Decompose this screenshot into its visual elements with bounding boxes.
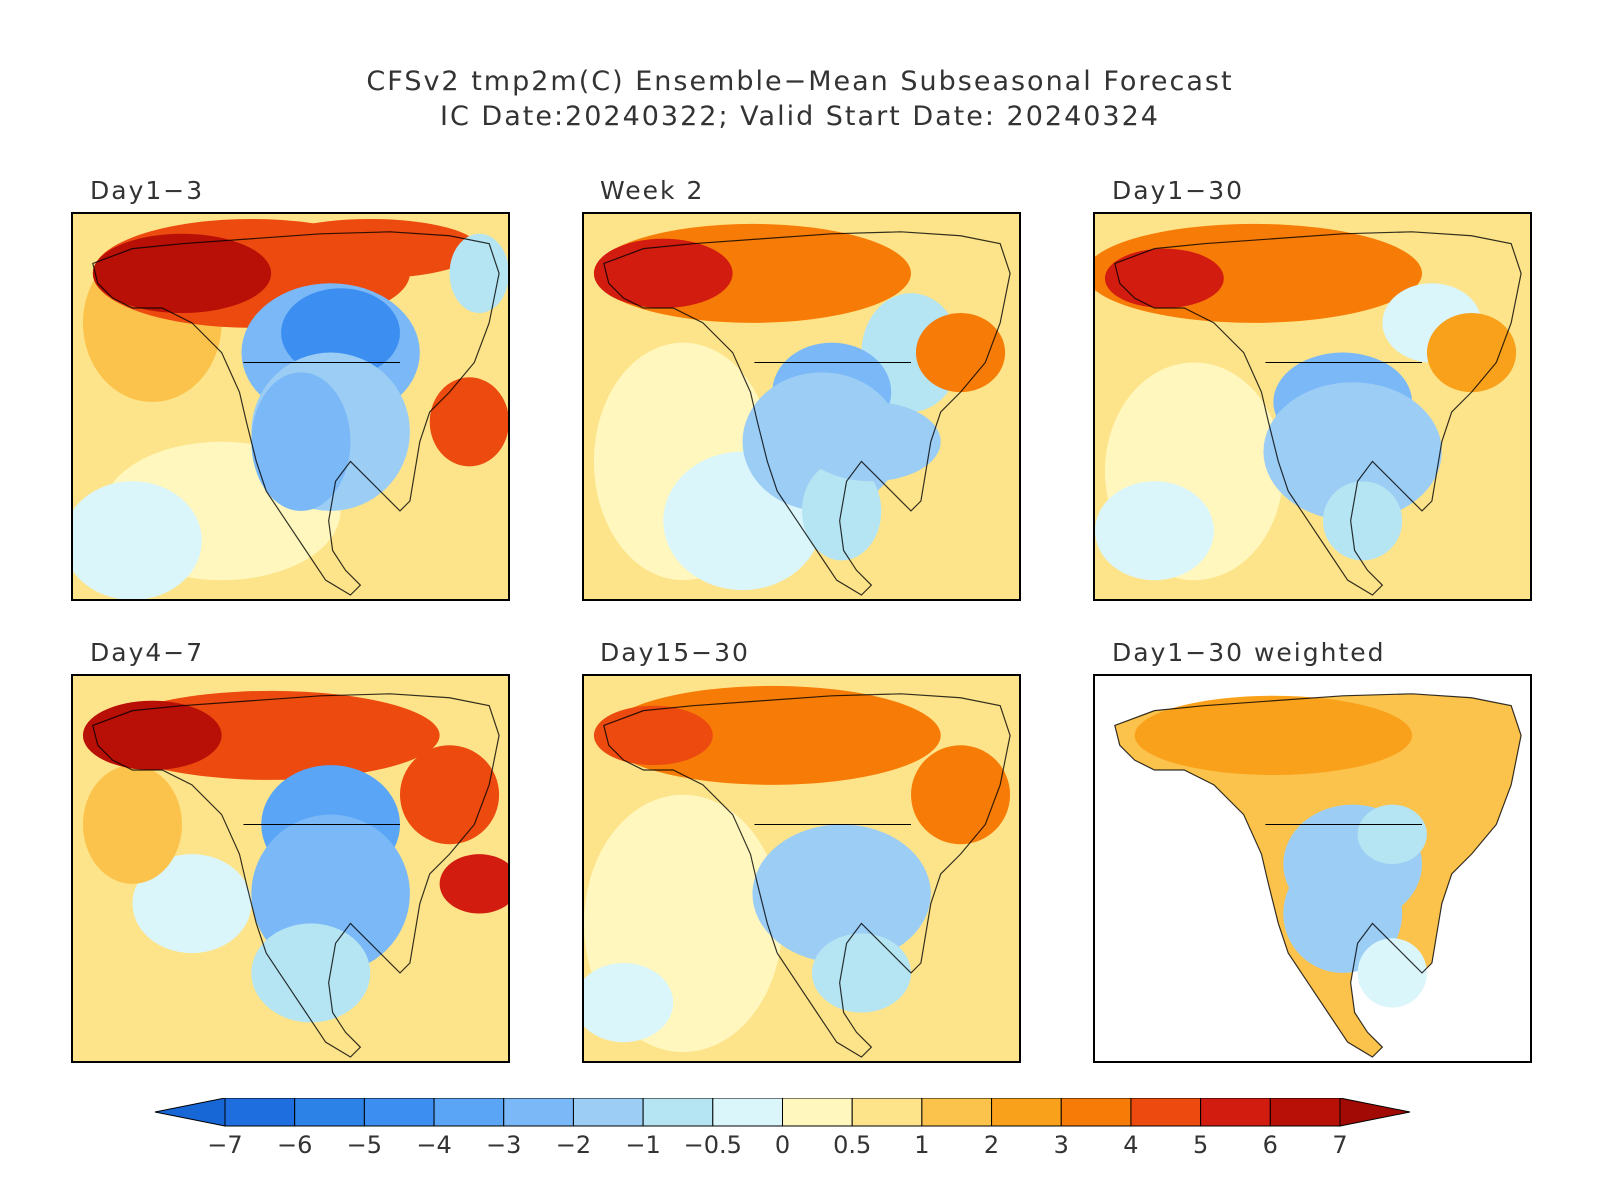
colorbar-tick-label: 5: [1193, 1131, 1208, 1159]
colorbar-segment: [642, 1098, 714, 1127]
colorbar-segment: [782, 1098, 853, 1127]
panel-label-week2: Week 2: [600, 176, 705, 205]
colorbar-segment: [503, 1098, 574, 1127]
colorbar-tick-label: −7: [207, 1131, 242, 1159]
colorbar-legend: −7 −6 −5 −4 −3 −2 −1 −0.5 0 0.5 1 2 3 4 5 6 7: [154, 1098, 1411, 1159]
temperature-anomaly-map: [584, 676, 1019, 1061]
panel-label-day1-30: Day1−30: [1112, 176, 1245, 205]
colorbar-segment: [1200, 1098, 1271, 1127]
chart-title: CFSv2 tmp2m(C) Ensemble−Mean Subseasonal…: [366, 66, 1234, 97]
colorbar-segment: [572, 1098, 644, 1127]
map-panel-day1-30-weighted: [1093, 674, 1532, 1063]
colorbar-tick-label: −3: [486, 1131, 521, 1159]
colorbar-segment: [1060, 1098, 1132, 1127]
colorbar-tick-label: −1: [625, 1131, 660, 1159]
panel-label-day1-30-weighted: Day1−30 weighted: [1112, 638, 1386, 667]
map-panel-day15-30: [582, 674, 1021, 1063]
colorbar-tick-label: −0.5: [684, 1131, 742, 1159]
colorbar-under-arrow: [154, 1098, 226, 1127]
colorbar-tick-label: 2: [984, 1131, 999, 1159]
colorbar-tick-label: 4: [1123, 1131, 1138, 1159]
colorbar-tick-label: −5: [347, 1131, 382, 1159]
map-panel-day1-3: [71, 212, 510, 601]
panel-label-day4-7: Day4−7: [90, 638, 205, 667]
colorbar-tick-label: 1: [914, 1131, 929, 1159]
temperature-anomaly-map: [73, 214, 508, 599]
colorbar-segment: [851, 1098, 923, 1127]
colorbar-segment: [433, 1098, 505, 1127]
colorbar-segment: [294, 1098, 365, 1127]
colorbar-tick-label: 6: [1263, 1131, 1278, 1159]
colorbar-segment: [991, 1098, 1062, 1127]
colorbar-segment: [1130, 1098, 1202, 1127]
panel-label-day1-3: Day1−3: [90, 176, 205, 205]
map-panel-day1-30: [1093, 212, 1532, 601]
colorbar-tick-label: −6: [277, 1131, 312, 1159]
colorbar-tick-label: 0: [775, 1131, 790, 1159]
chart-subtitle: IC Date:20240322; Valid Start Date: 2024…: [440, 101, 1160, 132]
temperature-anomaly-map: [584, 214, 1019, 599]
temperature-anomaly-map: [73, 676, 508, 1061]
colorbar-segment: [224, 1098, 296, 1127]
colorbar-tick-label: −4: [416, 1131, 451, 1159]
temperature-anomaly-map: [1095, 214, 1530, 599]
map-panel-week2: [582, 212, 1021, 601]
colorbar-tick-label: 0.5: [833, 1131, 871, 1159]
colorbar-tick-label: 7: [1332, 1131, 1347, 1159]
colorbar-segment: [363, 1098, 435, 1127]
colorbar-tick-label: −2: [556, 1131, 591, 1159]
temperature-anomaly-map: [1095, 676, 1530, 1061]
colorbar-segment: [921, 1098, 993, 1127]
colorbar-segment: [712, 1098, 783, 1127]
colorbar-over-arrow: [1339, 1098, 1411, 1127]
panel-label-day15-30: Day15−30: [600, 638, 750, 667]
colorbar-segment: [1269, 1098, 1341, 1127]
map-panel-day4-7: [71, 674, 510, 1063]
colorbar-tick-label: 3: [1054, 1131, 1069, 1159]
